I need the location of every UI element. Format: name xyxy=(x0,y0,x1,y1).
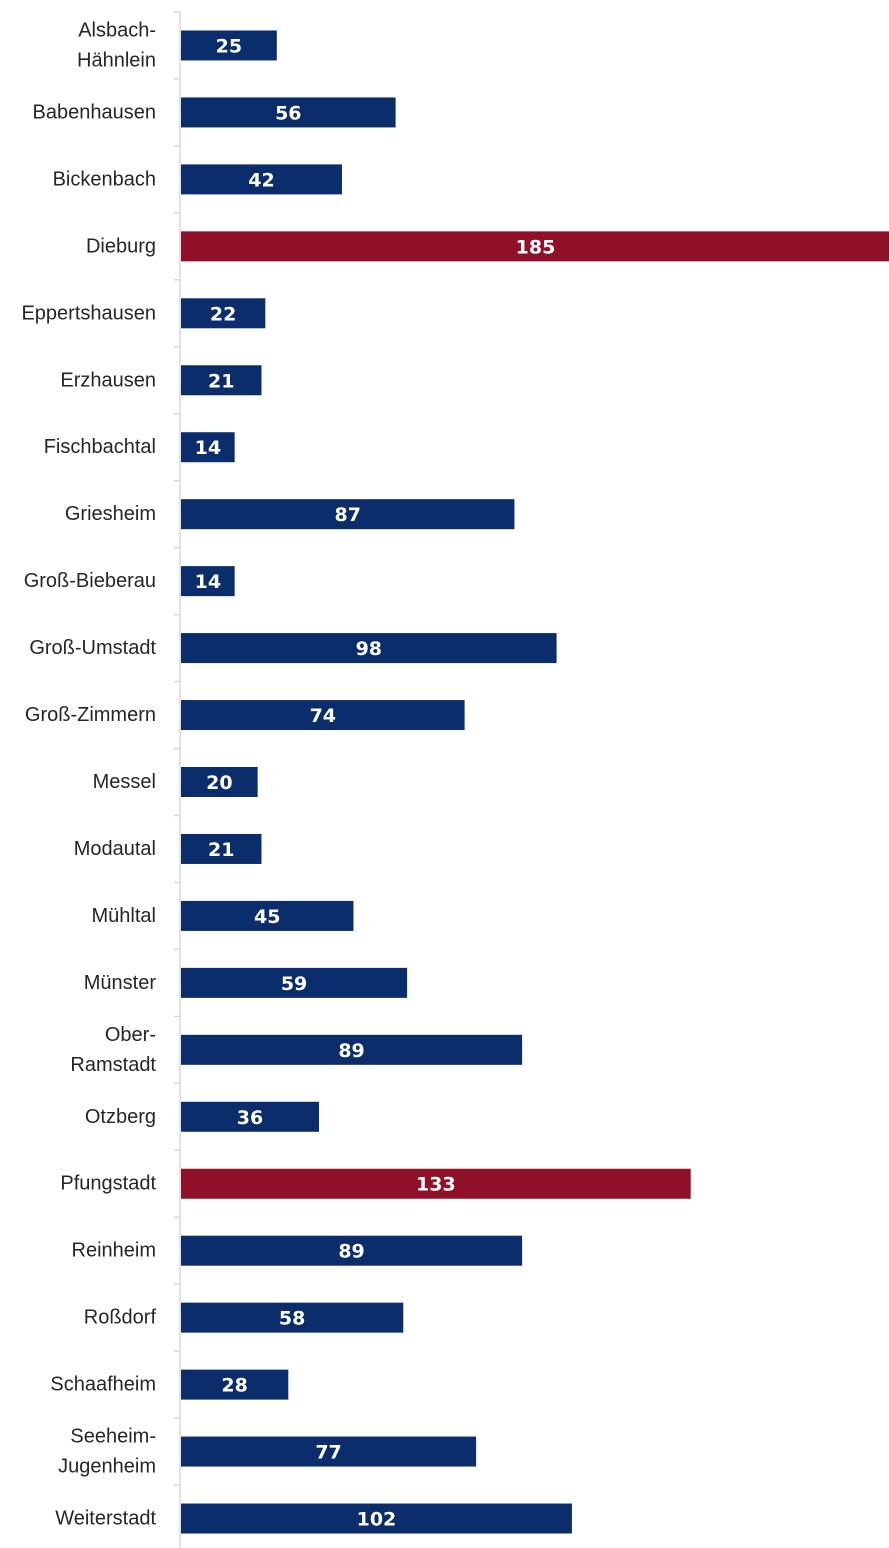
category-label: Ober-Ramstadt xyxy=(70,1024,156,1076)
data-label: 102 xyxy=(357,1509,397,1531)
data-label: 89 xyxy=(338,1040,364,1062)
category-label: Seeheim-Jugenheim xyxy=(58,1426,156,1478)
data-label: 14 xyxy=(195,437,221,459)
bar xyxy=(181,700,465,731)
category-label: Bickenbach xyxy=(53,168,156,190)
data-label: 77 xyxy=(315,1442,341,1464)
bar xyxy=(181,1302,404,1333)
category-label: Erzhausen xyxy=(60,369,156,391)
bar xyxy=(181,1034,523,1065)
category-label: Münster xyxy=(84,972,157,994)
category-label: Groß-Bieberau xyxy=(24,570,156,592)
bar xyxy=(181,298,266,329)
data-label: 58 xyxy=(279,1308,305,1330)
bar xyxy=(181,767,258,797)
data-label: 87 xyxy=(334,504,360,526)
category-label: Modautal xyxy=(74,838,156,860)
category-label: Groß-Zimmern xyxy=(25,704,156,726)
category-label: Schaafheim xyxy=(50,1374,156,1396)
category-label: Eppertshausen xyxy=(21,302,156,324)
bar xyxy=(181,30,277,61)
category-label: Griesheim xyxy=(65,503,156,525)
data-label: 21 xyxy=(208,370,234,392)
bar xyxy=(181,1235,523,1266)
bar xyxy=(181,231,889,262)
data-label: 42 xyxy=(248,169,274,191)
data-label: 36 xyxy=(237,1107,263,1129)
data-label: 45 xyxy=(254,906,280,928)
category-label: Alsbach-Hähnlein xyxy=(77,19,156,71)
category-label: Reinheim xyxy=(72,1240,156,1262)
data-label: 56 xyxy=(275,102,301,124)
bar xyxy=(181,1436,477,1467)
bar xyxy=(181,1168,691,1199)
data-label: 89 xyxy=(338,1241,364,1263)
bar xyxy=(181,365,262,396)
data-label: 98 xyxy=(356,638,382,660)
category-label: Groß-Umstadt xyxy=(29,637,156,659)
data-label: 21 xyxy=(208,839,234,861)
bar xyxy=(181,566,235,597)
category-label: Mühltal xyxy=(92,905,156,927)
category-label: Weiterstadt xyxy=(55,1508,156,1530)
data-label: 14 xyxy=(195,571,221,593)
data-label: 25 xyxy=(216,35,242,57)
bar xyxy=(181,967,408,998)
data-label: 74 xyxy=(310,705,336,727)
bar xyxy=(181,499,515,530)
category-label: Dieburg xyxy=(86,235,156,257)
data-label: 22 xyxy=(210,303,236,325)
bar xyxy=(181,833,262,864)
category-label: Pfungstadt xyxy=(60,1173,156,1195)
data-label: 133 xyxy=(416,1174,456,1196)
bar xyxy=(181,164,342,195)
category-label: Otzberg xyxy=(85,1106,156,1128)
bar xyxy=(181,900,354,931)
data-label: 59 xyxy=(281,973,307,995)
bar xyxy=(181,1369,289,1400)
bar xyxy=(181,432,235,463)
data-label: 185 xyxy=(516,236,556,258)
bar xyxy=(181,633,557,664)
data-label: 20 xyxy=(206,772,232,794)
bar xyxy=(181,1101,319,1132)
data-label: 28 xyxy=(221,1375,247,1397)
category-label: Fischbachtal xyxy=(44,436,156,458)
category-label: Babenhausen xyxy=(33,101,156,123)
category-label: Messel xyxy=(93,771,156,793)
category-label: Roßdorf xyxy=(84,1307,157,1329)
bar xyxy=(181,1503,572,1534)
bar xyxy=(181,97,396,128)
